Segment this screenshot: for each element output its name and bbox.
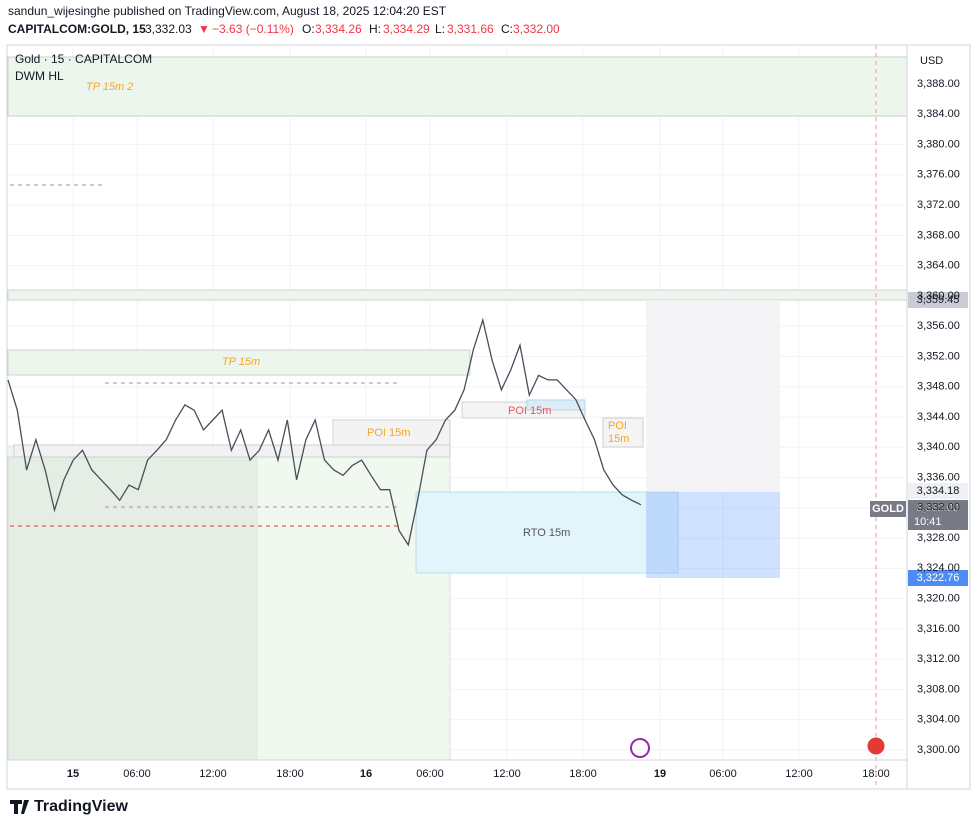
price-label: 3,380.00 (917, 138, 960, 150)
price-label: 3,364.00 (917, 260, 960, 272)
price-label: 3,360.00 (917, 290, 960, 302)
annotation: RTO 15m (523, 527, 570, 539)
brand: TradingView (34, 798, 129, 815)
h-label: H: (369, 22, 381, 36)
time-label: 06:00 (123, 768, 151, 780)
time-label: 15 (67, 768, 79, 780)
legend-title[interactable]: Gold · 15 · CAPITALCOM (15, 52, 152, 66)
price-label: 3,352.00 (917, 350, 960, 362)
tp2-zone (7, 56, 908, 117)
price-label: 3,372.00 (917, 199, 960, 211)
price-label: 3,356.00 (917, 320, 960, 332)
time-label: 12:00 (199, 768, 227, 780)
price-label: 3,308.00 (917, 683, 960, 695)
price-label: 3,300.00 (917, 744, 960, 756)
range-zone (646, 300, 780, 492)
indicator[interactable]: DWM HL (15, 69, 64, 83)
o-label: O: (302, 22, 315, 36)
price-label: 3,388.00 (917, 78, 960, 90)
price-label: 3,336.00 (917, 471, 960, 483)
price-tag-text: 3,359.45 (917, 294, 960, 306)
symbol-tag-text: GOLD (872, 503, 904, 515)
time-label: 18:00 (569, 768, 597, 780)
c-value: 3,332.00 (513, 22, 560, 36)
price-label: 3,344.00 (917, 411, 960, 423)
time-label: 19 (654, 768, 666, 780)
event-icon[interactable] (630, 738, 650, 758)
price-label: 3,384.00 (917, 108, 960, 120)
price-label: 3,368.00 (917, 229, 960, 241)
country-icon[interactable] (866, 736, 886, 756)
price-tag-text: 3,334.18 (917, 485, 960, 497)
price-tag (908, 292, 968, 308)
l-label: L: (435, 22, 445, 36)
annotation: 15m (608, 433, 629, 445)
current-tag (908, 500, 968, 530)
grey-box (13, 444, 451, 458)
change: −3.63 (−0.11%) (212, 22, 294, 36)
annotation: TP 15m (222, 356, 260, 368)
poi-box (332, 419, 451, 446)
time-label: 16 (360, 768, 372, 780)
time-label: 18:00 (862, 768, 890, 780)
price-label: 3,324.00 (917, 562, 960, 574)
annotation: POI 15m (367, 427, 410, 439)
price-line (7, 317, 642, 547)
h-value: 3,334.29 (383, 22, 430, 36)
brand-logo (10, 800, 29, 814)
price-label: 3,348.00 (917, 381, 960, 393)
price-label: 3,376.00 (917, 169, 960, 181)
price-axis-frame (906, 44, 971, 790)
time-label: 06:00 (416, 768, 444, 780)
last-price: 3,332.03 (145, 22, 192, 36)
annotation: POI 15m (508, 405, 551, 417)
price-label: 3,312.00 (917, 653, 960, 665)
price-label: 3,320.00 (917, 592, 960, 604)
band-zone (7, 289, 908, 301)
price-label: 3,328.00 (917, 532, 960, 544)
time-label: 06:00 (709, 768, 737, 780)
grey-zone (8, 445, 258, 760)
price-label: 3,332.00 (917, 502, 960, 514)
price-tag (908, 483, 968, 499)
o-value: 3,334.26 (315, 22, 362, 36)
time-label: 12:00 (785, 768, 813, 780)
annotation: TP 15m 2 (86, 81, 133, 93)
annotation: POI (608, 420, 627, 432)
drawings (7, 45, 908, 789)
time-label: 18:00 (276, 768, 304, 780)
small-box (526, 399, 586, 411)
currency: USD (920, 55, 943, 67)
symbol: CAPITALCOM:GOLD, 15 (8, 22, 146, 36)
price-tag (908, 570, 968, 586)
time-label: 12:00 (493, 768, 521, 780)
rto-box (415, 491, 679, 574)
poi-box (602, 417, 644, 448)
current-price: 3,332.00 (917, 502, 960, 514)
symbol-tag (870, 501, 906, 517)
publish-line: sandun_wijesinghe published on TradingVi… (8, 4, 447, 18)
c-label: C: (501, 22, 513, 36)
price-label: 3,304.00 (917, 714, 960, 726)
price-label: 3,340.00 (917, 441, 960, 453)
price-label: 3,316.00 (917, 623, 960, 635)
price-tag-text: 3,322.76 (917, 572, 960, 584)
countdown: 10:41 (914, 516, 942, 528)
target-box (646, 492, 780, 578)
arrow: ▼ (198, 22, 210, 36)
l-value: 3,331.66 (447, 22, 494, 36)
